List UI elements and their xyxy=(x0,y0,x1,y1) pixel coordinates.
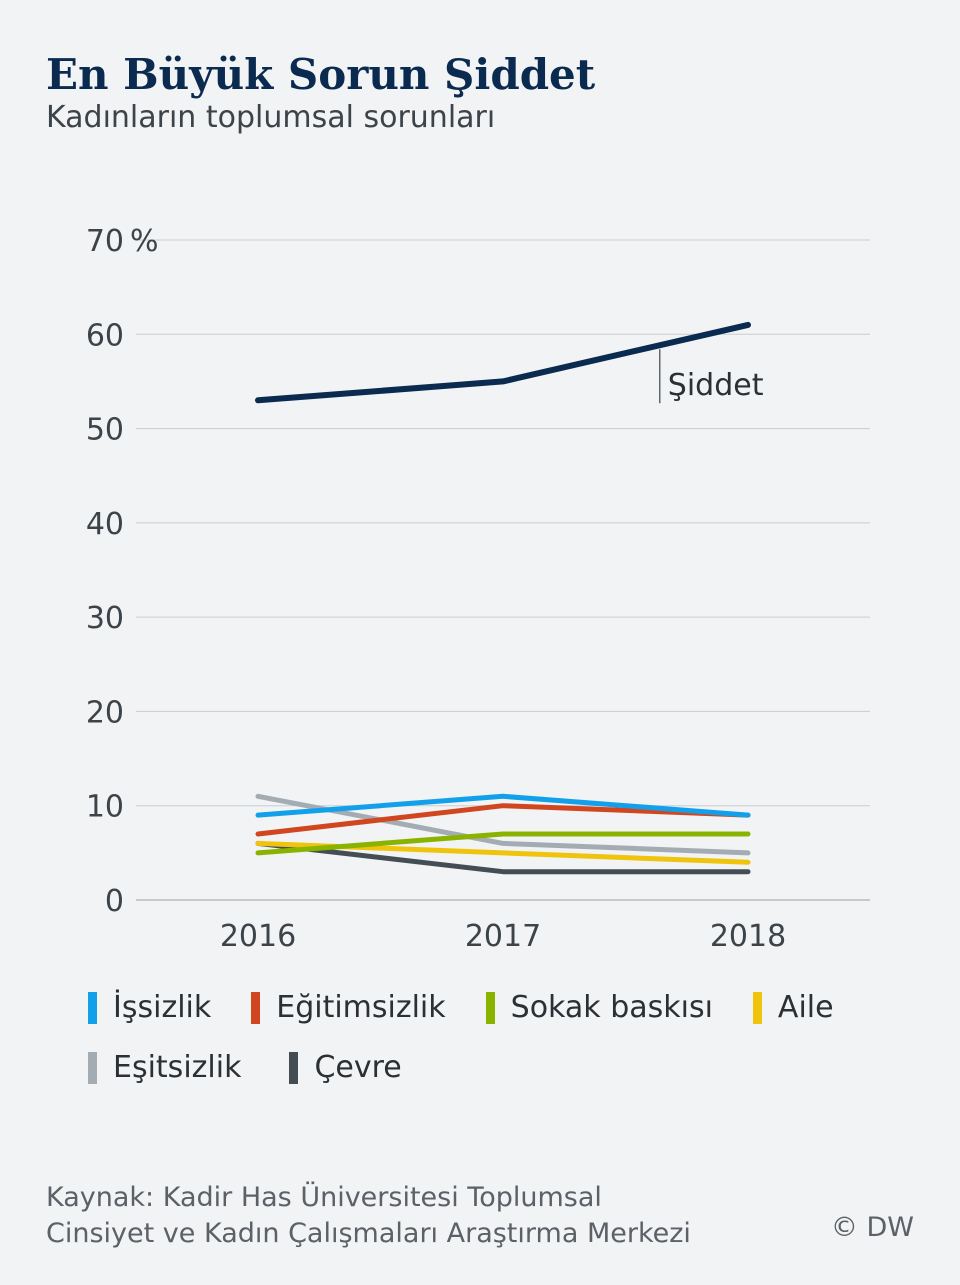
x-tick-label: 2017 xyxy=(465,919,541,954)
series-line-primary xyxy=(255,321,751,404)
legend-label: İşsizlik xyxy=(113,990,212,1025)
legend-item: İşsizlik xyxy=(88,990,211,1025)
source-line-1: Kaynak: Kadir Has Üniversitesi Toplumsal xyxy=(46,1182,602,1213)
x-tick-label: 2018 xyxy=(710,919,786,954)
y-tick-label: 10 xyxy=(86,790,124,825)
y-axis: 0 10 20 30 40 50 60 70% xyxy=(86,224,159,919)
y-tick-label: 60 xyxy=(86,318,124,353)
y-tick-label: 30 xyxy=(86,601,124,636)
legend-label: Eşitsizlik xyxy=(113,1050,242,1085)
annotation-label: Şiddet xyxy=(668,368,764,403)
legend-label: Aile xyxy=(777,990,834,1025)
legend-item: Eğitimsizlik xyxy=(251,990,446,1025)
series-lines xyxy=(255,321,751,875)
legend-label: Sokak baskısı xyxy=(510,990,713,1025)
line-chart: 0 10 20 30 40 50 60 70% 2016 2017 2018 Şiddet xyxy=(86,224,870,954)
source-note: Kaynak: Kadir Has Üniversitesi Toplumsal… xyxy=(46,1180,691,1252)
y-tick-label: 20 xyxy=(86,695,124,730)
legend-item: Sokak baskısı xyxy=(485,990,713,1025)
legend-swatch xyxy=(88,1051,97,1084)
y-tick-label: 50 xyxy=(86,413,124,448)
legend-label: Çevre xyxy=(314,1050,402,1085)
legend-swatch xyxy=(88,991,97,1024)
legend-item: Aile xyxy=(752,990,834,1025)
legend-swatch xyxy=(251,991,261,1024)
y-tick-label: 0 xyxy=(105,884,124,919)
y-unit-label: % xyxy=(130,224,159,259)
y-tick-label: 40 xyxy=(86,507,124,542)
legend-swatch xyxy=(485,991,495,1024)
x-axis: 2016 2017 2018 xyxy=(220,919,786,954)
grid-lines xyxy=(136,239,870,901)
series-line-secondary xyxy=(255,793,751,856)
series-line-secondary xyxy=(255,831,751,856)
annotation: Şiddet xyxy=(659,349,764,404)
series-line-secondary xyxy=(255,803,751,837)
credit: © DW xyxy=(830,1212,914,1243)
chart-title: En Büyük Sorun Şiddet xyxy=(46,50,596,99)
legend-label: Eğitimsizlik xyxy=(276,990,446,1025)
x-tick-label: 2016 xyxy=(220,919,296,954)
legend-row-2: Eşitsizlik Çevre xyxy=(88,1050,402,1085)
legend-row-1: İşsizlik Eğitimsizlik Sokak baskısı Aile xyxy=(88,990,834,1025)
legend-swatch xyxy=(289,1051,299,1084)
legend-item: Eşitsizlik xyxy=(88,1050,241,1085)
legend-item: Çevre xyxy=(289,1050,402,1085)
y-tick-label: 70 xyxy=(86,224,124,259)
series-line-secondary xyxy=(255,793,751,818)
chart-subtitle: Kadınların toplumsal sorunları xyxy=(46,100,496,135)
legend-swatch xyxy=(752,991,762,1024)
source-line-2: Cinsiyet ve Kadın Çalışmaları Araştırma … xyxy=(46,1218,691,1249)
series-line-secondary xyxy=(255,840,751,875)
